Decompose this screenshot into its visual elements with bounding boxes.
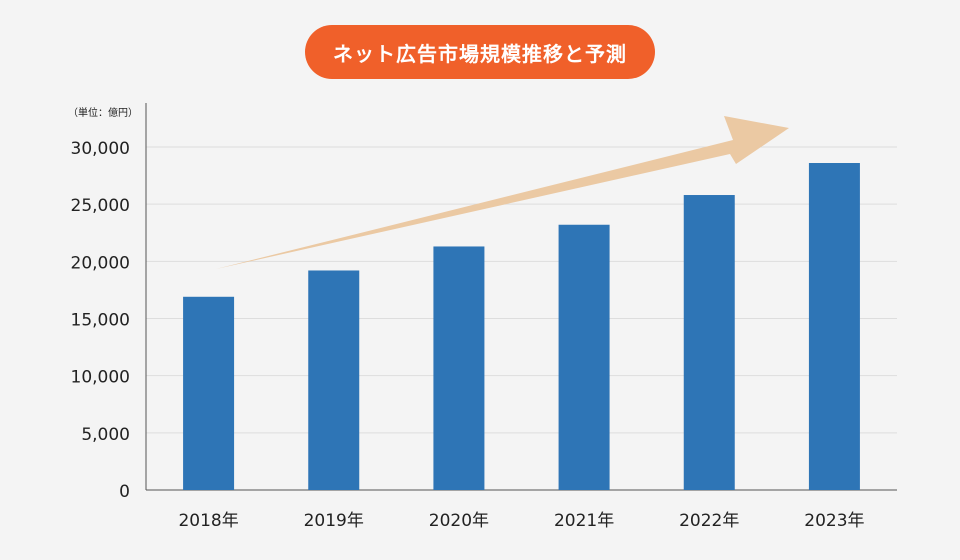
trend-arrow	[216, 116, 789, 269]
y-tick-label: 30,000	[71, 139, 130, 159]
x-tick-label: 2020年	[429, 511, 489, 531]
x-tick-label: 2019年	[304, 511, 364, 531]
y-tick-label: 5,000	[81, 425, 130, 445]
x-tick-label: 2021年	[554, 511, 614, 531]
x-tick-label: 2022年	[679, 511, 739, 531]
bar	[683, 195, 735, 490]
y-tick-label: 10,000	[71, 368, 130, 388]
y-tick-label: 15,000	[71, 311, 130, 331]
bar	[808, 163, 860, 491]
bar	[433, 246, 485, 490]
x-tick-label: 2023年	[804, 511, 864, 531]
unit-label: （単位：億円）	[68, 108, 138, 119]
y-tick-label: 25,000	[71, 196, 130, 216]
chart-title: ネット広告市場規模推移と予測	[305, 25, 655, 79]
y-tick-label: 0	[119, 482, 130, 502]
bar	[308, 270, 360, 490]
y-tick-label: 20,000	[71, 253, 130, 273]
bar	[558, 224, 610, 490]
x-tick-label: 2018年	[178, 511, 238, 531]
bar	[183, 296, 235, 490]
